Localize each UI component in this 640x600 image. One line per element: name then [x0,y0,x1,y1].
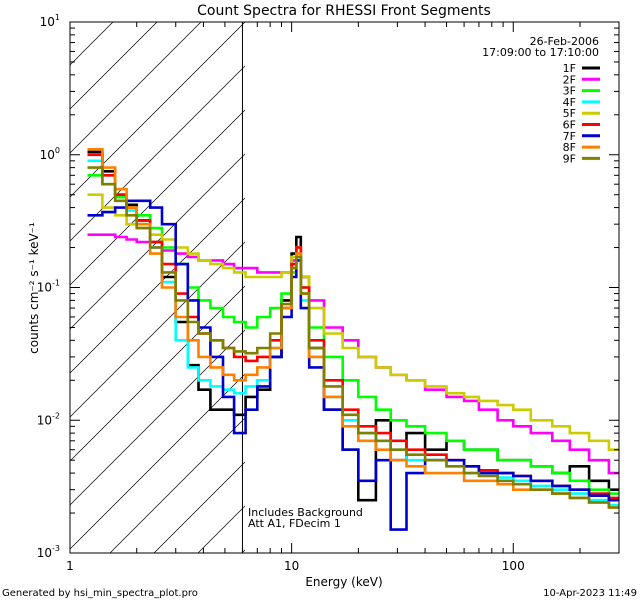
series-5F-line [87,193,619,451]
legend-label-5F: 5F [563,107,576,120]
legend-label-3F: 3F [563,85,576,98]
y-tick-label: 100 [40,146,60,162]
time-range-label: 17:09:00 to 17:10:00 [482,46,599,59]
series-8F-line [87,148,619,509]
x-tick-label: 100 [502,559,525,573]
hatch-line [70,153,245,330]
y-tick-label: 101 [40,13,60,29]
hatch-line [70,285,245,462]
legend-label-6F: 6F [563,119,576,132]
hatch-line [70,65,245,242]
hatch-line [70,109,245,286]
x-axis-label: Energy (keV) [305,575,382,589]
series-9F-line [87,166,619,509]
y-tick-label: 10-2 [37,411,60,427]
hatch-line [70,22,202,154]
hatch-line [70,329,245,506]
axis-ticks [69,22,620,554]
legend-label-1F: 1F [563,62,576,75]
y-tick-label: 10-1 [37,279,60,295]
hatch-line [109,417,245,553]
legend-label-7F: 7F [563,130,576,143]
footer-timestamp: 10-Apr-2023 11:49 [543,588,637,599]
y-tick-labels: 10-3 10-2 10-1 100 101 [37,13,60,560]
series-lines [87,148,619,531]
hatch-line [70,22,245,198]
legend-label-4F: 4F [563,96,576,109]
chart-title: Count Spectra for RHESSI Front Segments [197,3,491,19]
y-tick-label: 10-3 [37,544,60,560]
attenuator-note: Att A1, FDecim 1 [248,517,341,530]
x-tick-label: 10 [284,559,299,573]
x-tick-labels: 1 10 100 [66,559,525,573]
x-tick-label: 1 [66,559,74,573]
date-label: 26-Feb-2006 [530,35,599,48]
hatch-line [70,197,245,374]
legend-label-2F: 2F [563,73,576,86]
legend-label-9F: 9F [563,152,576,165]
hatch-line [70,373,245,550]
y-axis-label: counts cm⁻² s⁻¹ keV⁻¹ [27,222,41,354]
legend-label-8F: 8F [563,141,576,154]
background-note: Includes Background [248,506,363,519]
footer-generator: Generated by hsi_min_spectra_plot.pro [2,588,198,599]
